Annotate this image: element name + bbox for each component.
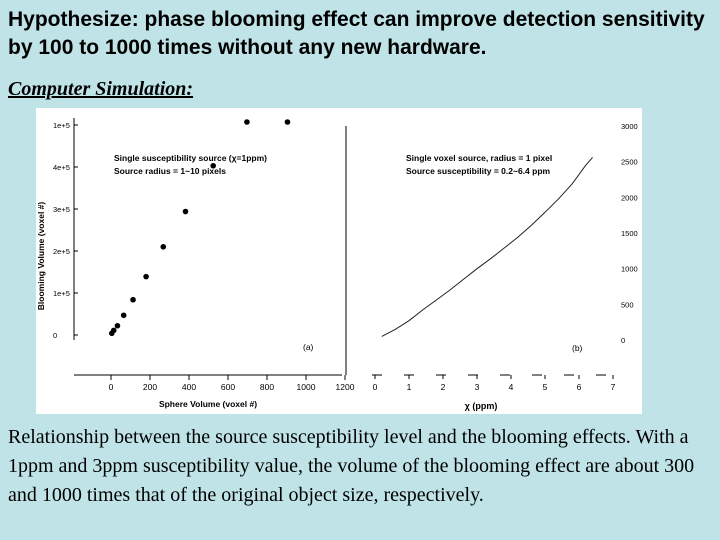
panel-a-data-point [120,312,127,319]
panel-b: Single voxel source, radius = 1 pixel So… [345,122,638,411]
panel-b-annotation-2: Source susceptibility = 0.2~6.4 ppm [406,166,551,176]
panel-b-x-tick-label: 1 [407,382,412,392]
panel-a-y-tick-label: 4e+5 [53,163,70,172]
panel-b-x-tick-label: 6 [577,382,582,392]
panel-b-x-tick-label: 5 [543,382,548,392]
panel-b-series-line [381,157,593,337]
figure-caption: Relationship between the source suscepti… [8,426,695,506]
panel-b-x-tick-label: 3 [475,382,480,392]
panel-a-x-tick-label: 600 [221,382,235,392]
panel-a-x-tick-label: 0 [109,382,114,392]
slide-subtitle: Computer Simulation: [8,78,194,100]
panel-a-x-tick-label: 1200 [336,382,355,392]
panel-a-data-point [210,162,216,169]
panel-a-label: (a) [303,342,314,352]
panel-a-annotation-1: Single susceptibility source (χ=1ppm) [114,153,267,163]
panel-b-x-tick-label: 2 [441,382,446,392]
panel-b-y-tick-label: 0 [621,336,625,345]
simulation-figure: Single susceptibility source (χ=1ppm) So… [36,108,642,414]
panel-a-x-tick-label: 1000 [297,382,316,392]
panel-a-y-tick-label: 0 [53,331,57,340]
panel-a-data-point [284,119,291,125]
panel-a-y-tick-label: 2e+5 [53,247,70,256]
panel-a-data-point [182,208,189,215]
panel-b-x-tick-label: 7 [611,382,616,392]
panel-a-x-tick-label: 400 [182,382,196,392]
panel-a-y-tick-label: 3e+5 [53,205,70,214]
panel-b-x-tick-label: 0 [373,382,378,392]
panel-a-x-tick-label: 800 [260,382,274,392]
panel-a-data-point [130,296,136,303]
panel-b-x-tick-label: 4 [509,382,514,392]
slide-title: Hypothesize: phase blooming effect can i… [8,8,705,59]
panel-a: Single susceptibility source (χ=1ppm) So… [36,118,355,409]
panel-b-label: (b) [572,343,583,353]
panel-a-data-point [143,273,149,280]
panel-b-y-tick-label: 1500 [621,229,638,238]
panel-b-x-label: χ (ppm) [465,401,498,411]
panel-b-annotation-1: Single voxel source, radius = 1 pixel [406,153,552,163]
panel-a-data-point [110,327,117,334]
panel-a-y-tick-label: 1e+5 [53,289,70,298]
panel-b-y-tick-label: 1000 [621,265,638,274]
panel-a-x-label: Sphere Volume (voxel #) [159,399,257,409]
panel-b-y-tick-label: 3000 [621,122,638,131]
panel-b-y-tick-label: 500 [621,300,634,309]
panel-a-y-tick-label: 1e+5 [53,121,70,130]
panel-a-data-point [160,244,167,250]
panel-b-y-tick-label: 2500 [621,158,638,167]
panel-a-data-point [114,322,121,329]
simulation-plots: Single susceptibility source (χ=1ppm) So… [36,118,638,411]
panel-a-y-label: Blooming Volume (voxel #) [36,202,46,311]
panel-a-data-point [244,119,250,125]
panel-b-y-tick-label: 2000 [621,193,638,202]
panel-a-x-tick-label: 200 [143,382,157,392]
panel-a-annotation-2: Source radius = 1~10 pixels [114,166,226,176]
